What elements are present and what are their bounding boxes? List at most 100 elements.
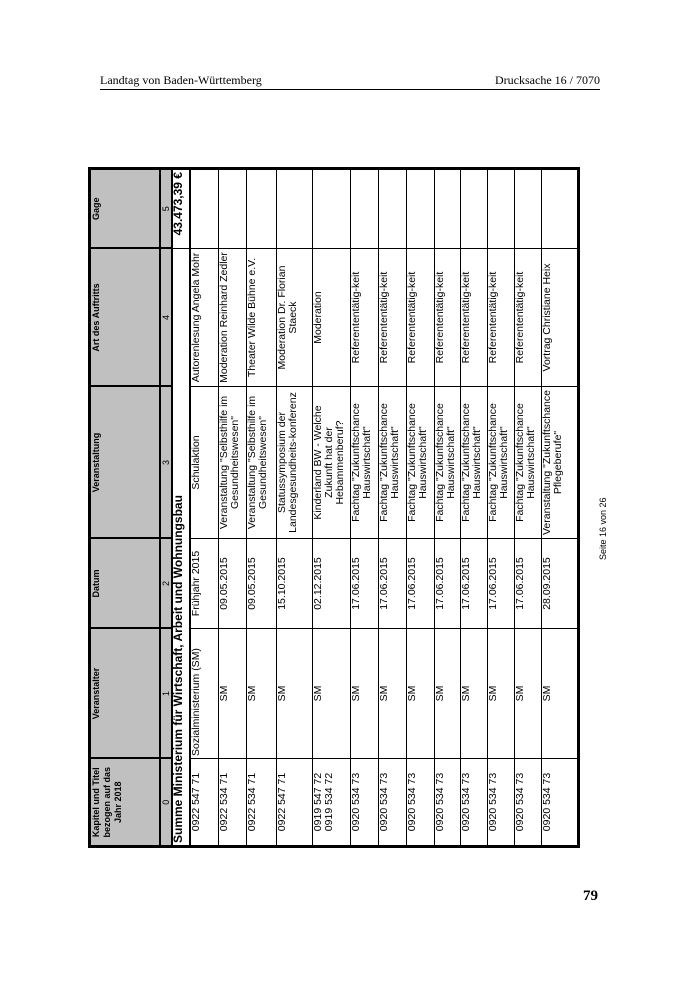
table-cell: Autorenlesung Angela Mohr [190, 248, 218, 387]
table-cell: Referententätig-keit [378, 248, 406, 387]
table-cell: Fachtag "Zukunftschance Hauswirtschaft" [460, 386, 487, 539]
table-cell: 17.06.2015 [378, 538, 406, 629]
column-number: 0 [160, 758, 172, 847]
table-cell: 28.09.2015 [541, 538, 578, 629]
table-cell: Schulaktion [190, 386, 218, 539]
table-cell [218, 168, 246, 249]
column-header: Veranstaltung [89, 386, 160, 539]
table-cell [406, 168, 434, 249]
table-row: 0920 534 73 SM 17.06.2015 Fachtag "Zukunfts… [350, 168, 378, 847]
header-right: Drucksache 16 / 7070 [495, 73, 600, 87]
table-row: 0920 534 73 SM 17.06.2015 Fachtag "Zukunfts… [378, 168, 406, 847]
table-cell: 15.10.2015 [276, 538, 312, 629]
table-cell: 17.06.2015 [514, 538, 541, 629]
table-row: 0919 547 72 0919 534 72 SM 02.12.2015 Kinde… [312, 168, 350, 847]
column-header: Art des Auftritts [89, 248, 160, 387]
table-cell: SM [218, 628, 246, 759]
table-cell: Fachtag "Zukunftschance Hauswirtschaft" [350, 386, 378, 539]
table-cell [276, 168, 312, 249]
table-row: 0920 534 73 SM 28.09.2015 Veranstaltung "Zu… [541, 168, 578, 847]
column-header: Datum [89, 538, 160, 629]
table-cell: SM [434, 628, 460, 759]
table-cell [312, 168, 350, 249]
table-cell [541, 168, 578, 249]
table-cell [514, 168, 541, 249]
table-cell [190, 168, 218, 249]
table-cell: 0920 534 73 [434, 758, 460, 847]
table-cell: Fachtag "Zukunftschance Hauswirtschaft" [487, 386, 514, 539]
table-cell: 0922 534 71 [218, 758, 246, 847]
table-cell [434, 168, 460, 249]
table-cell: Moderation Dr. Florian Staeck [276, 248, 312, 387]
table-cell: 0920 534 73 [406, 758, 434, 847]
page-counter: Seite 16 von 26 [598, 497, 608, 560]
table-cell: Referententätig-keit [460, 248, 487, 387]
header-left: Landtag von Baden-Württemberg [100, 73, 262, 87]
table-cell: Fachtag "Zukunftschance Hauswirtschaft" [378, 386, 406, 539]
table-cell: Veranstaltung "Selbsthilfe im Gesundheit… [246, 386, 276, 539]
table-cell: SM [246, 628, 276, 759]
table-cell [350, 168, 378, 249]
table-cell: Frühjahr 2015 [190, 538, 218, 629]
table-cell: SM [514, 628, 541, 759]
table-cell: 0920 534 73 [487, 758, 514, 847]
table-cell: 0920 534 73 [460, 758, 487, 847]
table-cell: 17.06.2015 [434, 538, 460, 629]
table-cell: Fachtag "Zukunftschance Hauswirtschaft" [406, 386, 434, 539]
table-cell: Statussymposium der Landesgesundheits-ko… [276, 386, 312, 539]
table-row: 0920 534 73 SM 17.06.2015 Fachtag "Zukunfts… [434, 168, 460, 847]
table-cell: Referententätig-keit [434, 248, 460, 387]
table-cell: 09.05.2015 [246, 538, 276, 629]
table-cell: SM [276, 628, 312, 759]
page-number: 79 [583, 888, 598, 904]
table-cell: Fachtag "Zukunftschance Hauswirtschaft" [434, 386, 460, 539]
table-cell: Theater Wilde Bühne e.V. [246, 248, 276, 387]
table-cell [378, 168, 406, 249]
table-cell: Referententätig-keit [514, 248, 541, 387]
data-table: Kapitel und Titel bezogen auf das Jahr 2… [88, 167, 580, 848]
summary-row: Summe Ministerium für Wirtschaft, Arbeit… [172, 168, 190, 847]
table-cell [487, 168, 514, 249]
table-cell: SM [378, 628, 406, 759]
table-cell: SM [541, 628, 578, 759]
column-number: 5 [160, 168, 172, 249]
table-cell: 17.06.2015 [350, 538, 378, 629]
table-cell: SM [350, 628, 378, 759]
summary-amount: 43.473,39 € [172, 168, 190, 249]
table-row: 0920 534 73 SM 17.06.2015 Fachtag "Zukunfts… [460, 168, 487, 847]
table-cell: 0920 534 73 [514, 758, 541, 847]
table-cell [246, 168, 276, 249]
rotated-table-container: Kapitel und Titel bezogen auf das Jahr 2… [88, 167, 580, 848]
table-cell: Veranstaltung "Zukunftschance Pflegeberu… [541, 386, 578, 539]
table-cell: 09.05.2015 [218, 538, 246, 629]
table-cell [460, 168, 487, 249]
table-row: 0922 534 71 SM 09.05.2015 Veranstaltung "Se… [218, 168, 246, 847]
table-cell: 17.06.2015 [460, 538, 487, 629]
table-cell: SM [460, 628, 487, 759]
table-cell: 0920 534 73 [350, 758, 378, 847]
table-cell: 0919 547 72 0919 534 72 [312, 758, 350, 847]
column-header: Gage [89, 168, 160, 249]
table-cell: 0920 534 73 [541, 758, 578, 847]
table-cell: Fachtag "Zukunftschance Hauswirtschaft" [514, 386, 541, 539]
column-number: 3 [160, 386, 172, 539]
table-row: 0920 534 73 SM 17.06.2015 Fachtag "Zukunfts… [406, 168, 434, 847]
column-header: Veranstalter [89, 628, 160, 759]
table-cell: Veranstaltung "Selbsthilfe im Gesundheit… [218, 386, 246, 539]
table-cell: 0922 547 71 [190, 758, 218, 847]
table-cell: Moderation [312, 248, 350, 387]
table-cell: Moderation Reinhard Zedler [218, 248, 246, 387]
table-row: 0922 547 71 Sozialministerium (SM) Frühjah… [190, 168, 218, 847]
table-cell: 17.06.2015 [487, 538, 514, 629]
table-cell: Referententätig-keit [487, 248, 514, 387]
table-cell: SM [487, 628, 514, 759]
column-number: 2 [160, 538, 172, 629]
column-number: 1 [160, 628, 172, 759]
table-cell: 0920 534 73 [378, 758, 406, 847]
table-cell: 17.06.2015 [406, 538, 434, 629]
table-cell: Referententätig-keit [406, 248, 434, 387]
table-row: 0920 534 73 SM 17.06.2015 Fachtag "Zukunfts… [514, 168, 541, 847]
table-cell: Vortrag Christiane Heix [541, 248, 578, 387]
